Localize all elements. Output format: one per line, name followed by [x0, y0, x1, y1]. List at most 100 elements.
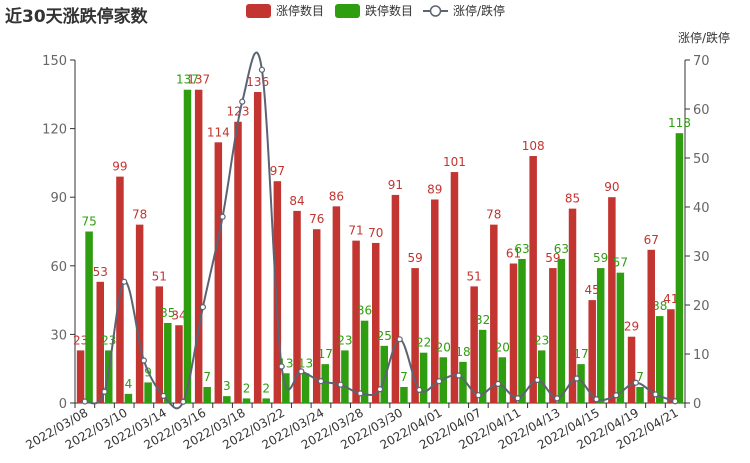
ratio-point[interactable] — [219, 213, 226, 220]
bar-limit-up[interactable] — [450, 172, 459, 403]
bar-limit-up[interactable] — [155, 286, 164, 403]
left-tick-label: 30 — [50, 328, 67, 343]
bar-limit-up[interactable] — [372, 242, 380, 403]
bar-limit-up[interactable] — [509, 263, 518, 403]
bar-limit-down[interactable] — [478, 329, 487, 403]
ratio-point[interactable] — [416, 386, 423, 393]
ratio-point[interactable] — [593, 396, 600, 403]
ratio-point[interactable] — [278, 363, 285, 370]
right-tick-label: 60 — [693, 103, 710, 118]
legend-item-limit-up-swatch[interactable] — [246, 4, 271, 18]
bar-limit-up[interactable] — [391, 194, 400, 403]
bar-limit-down[interactable] — [537, 350, 546, 403]
ratio-point[interactable] — [140, 357, 147, 364]
bar-limit-up[interactable] — [608, 197, 616, 403]
bar-limit-down[interactable] — [498, 357, 507, 403]
bar-limit-up[interactable] — [175, 325, 183, 403]
bar-limit-up[interactable] — [96, 281, 105, 403]
ratio-point[interactable] — [160, 392, 167, 399]
bar-limit-down[interactable] — [400, 386, 408, 403]
bar-limit-up[interactable] — [529, 156, 537, 403]
bar-limit-down[interactable] — [223, 396, 231, 403]
bar-limit-down[interactable] — [321, 364, 329, 403]
ratio-point[interactable] — [317, 377, 325, 385]
bar-limit-down[interactable] — [242, 398, 251, 403]
bar-limit-down[interactable] — [124, 393, 133, 403]
bar-limit-down[interactable] — [655, 316, 664, 403]
ratio-point[interactable] — [258, 66, 266, 73]
bar-limit-down[interactable] — [577, 364, 585, 403]
bar-limit-up[interactable] — [253, 92, 262, 403]
ratio-point[interactable] — [121, 278, 128, 285]
ratio-point[interactable] — [672, 398, 679, 405]
bar-limit-up[interactable] — [667, 309, 675, 403]
ratio-point[interactable] — [514, 395, 521, 402]
bar-limit-down[interactable] — [675, 133, 684, 403]
ratio-point[interactable] — [613, 392, 620, 399]
ratio-point[interactable] — [652, 391, 659, 398]
bar-limit-up[interactable] — [234, 121, 242, 404]
legend-item-limit-down-swatch[interactable] — [335, 4, 360, 18]
bar-limit-up[interactable] — [116, 176, 124, 403]
bar-limit-up[interactable] — [588, 300, 596, 403]
bar-limit-down[interactable] — [360, 320, 369, 403]
bar-limit-up-label: 67 — [644, 233, 659, 247]
bar-limit-down[interactable] — [616, 272, 625, 403]
bar-limit-up[interactable] — [470, 286, 478, 403]
bar-limit-up[interactable] — [194, 89, 203, 403]
bar-limit-down[interactable] — [459, 361, 467, 403]
bar-limit-up[interactable] — [568, 208, 577, 403]
bar-limit-down[interactable] — [596, 268, 605, 403]
ratio-point[interactable] — [475, 392, 482, 399]
ratio-point[interactable] — [632, 379, 639, 386]
ratio-point[interactable] — [553, 395, 561, 402]
bar-limit-up[interactable] — [352, 240, 360, 403]
bar-limit-down[interactable] — [301, 373, 310, 403]
bar-limit-up[interactable] — [76, 350, 85, 403]
ratio-point[interactable] — [337, 381, 344, 388]
ratio-point[interactable] — [357, 390, 364, 397]
bar-limit-up[interactable] — [135, 224, 144, 403]
bar-limit-up[interactable] — [490, 224, 498, 403]
legend-item-ratio-swatch-marker[interactable] — [429, 5, 442, 17]
bar-limit-up[interactable] — [293, 210, 301, 403]
bar-limit-down[interactable] — [85, 231, 93, 404]
bar-limit-up[interactable] — [411, 268, 419, 403]
ratio-point[interactable] — [455, 372, 462, 379]
ratio-point[interactable] — [180, 398, 187, 405]
bar-limit-up[interactable] — [647, 249, 655, 403]
ratio-point[interactable] — [573, 375, 580, 382]
ratio-point[interactable] — [199, 304, 207, 311]
bar-limit-down[interactable] — [262, 398, 270, 403]
bar-limit-up[interactable] — [627, 336, 636, 403]
ratio-point[interactable] — [239, 98, 246, 105]
bar-limit-up[interactable] — [312, 229, 321, 403]
ratio-point[interactable] — [101, 388, 108, 395]
ratio-point[interactable] — [376, 386, 384, 393]
bar-limit-down[interactable] — [144, 382, 152, 403]
bar-limit-down[interactable] — [419, 352, 428, 403]
ratio-point[interactable] — [534, 376, 541, 384]
bar-limit-down[interactable] — [557, 258, 566, 403]
ratio-point[interactable] — [494, 380, 502, 387]
right-tick-label: 40 — [693, 201, 710, 216]
bar-limit-down[interactable] — [341, 350, 349, 403]
bar-limit-up[interactable] — [273, 181, 282, 403]
bar-limit-up[interactable] — [332, 206, 341, 403]
bar-limit-down[interactable] — [183, 89, 192, 403]
bar-limit-up[interactable] — [214, 142, 223, 403]
ratio-point[interactable] — [435, 378, 443, 385]
ratio-point[interactable] — [298, 368, 305, 375]
left-tick-label: 90 — [50, 191, 67, 206]
ratio-point[interactable] — [396, 336, 403, 343]
bar-limit-down[interactable] — [518, 258, 526, 403]
bar-limit-up[interactable] — [549, 268, 557, 403]
bar-limit-down[interactable] — [105, 350, 113, 403]
bar-limit-up[interactable] — [431, 199, 439, 403]
bar-limit-down[interactable] — [380, 345, 389, 403]
bar-limit-down[interactable] — [636, 386, 644, 403]
bar-limit-down[interactable] — [203, 386, 211, 403]
bar-limit-down[interactable] — [164, 322, 172, 403]
ratio-point[interactable] — [81, 398, 88, 405]
